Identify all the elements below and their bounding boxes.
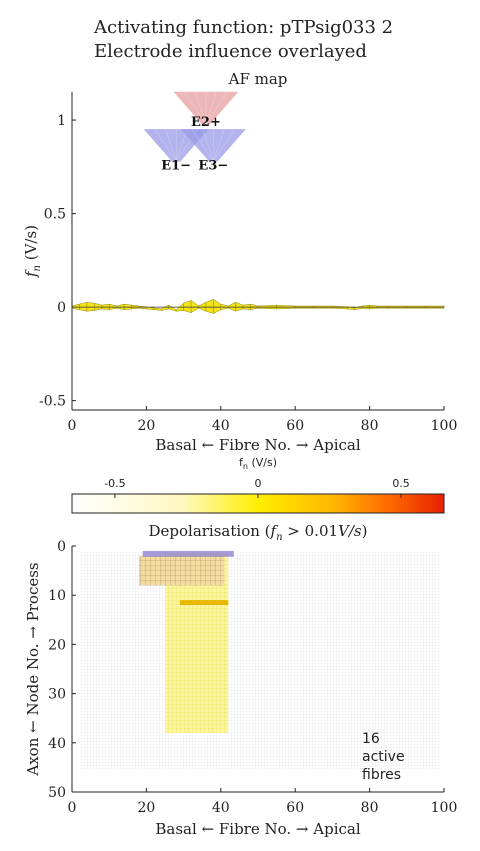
depol-ytick-label: 0 — [57, 539, 66, 555]
depol-xticks: 0 20 40 60 80 100 — [68, 788, 458, 816]
af-series-group — [71, 299, 445, 314]
af-ytick-label: 0 — [57, 300, 66, 316]
electrode-mesh-line — [213, 129, 225, 162]
electrode-label: E2+ — [191, 115, 221, 130]
af-map-xgrid: 0 20 40 60 80 100 — [68, 406, 458, 434]
af-ytick-label: 0.5 — [44, 207, 66, 223]
colorbar-tick-label: 0.5 — [392, 477, 410, 490]
af-map-ylabel: fn (V/s) — [22, 225, 43, 278]
depol-xlabel: Basal ← Fibre No. → Apical — [155, 820, 360, 838]
colorbar-ticks: -0.5 0 0.5 — [104, 477, 410, 498]
figure-subtitle: Electrode influence overlayed — [94, 41, 367, 62]
af-map-ygrid: -0.5 0 0.5 1 — [39, 113, 76, 410]
depol-xtick-label: 0 — [68, 800, 77, 816]
electrode-mesh-line — [202, 129, 214, 162]
depol-xtick-label: 60 — [286, 800, 304, 816]
electrode-mesh-line — [213, 129, 235, 162]
depolarisation-chart: Depolarisation (fn > 0.01V/s) 0 20 40 60 80 1… — [24, 522, 457, 838]
electrode-mesh-line — [205, 91, 228, 125]
electrode-label: E3− — [198, 158, 228, 173]
af-xtick-label: 20 — [137, 418, 155, 434]
af-map-xlabel: Basal ← Fibre No. → Apical — [155, 436, 360, 454]
electrode-mesh-line — [165, 129, 177, 162]
depol-ytick-label: 30 — [48, 687, 66, 703]
depol-ytick-label: 10 — [48, 588, 66, 604]
electrode-mesh-line — [191, 129, 214, 162]
af-ytick-label: 1 — [57, 113, 66, 129]
depol-xtick-label: 40 — [212, 800, 230, 816]
depol-ytick-label: 20 — [48, 637, 66, 653]
depol-marker-line — [179, 600, 229, 606]
depol-ytick-label: 40 — [48, 736, 66, 752]
figure-title: Activating function: pTPsig033 2 — [93, 17, 393, 38]
af-xtick-label: 60 — [286, 418, 304, 434]
inactive-fibre-mesh — [80, 552, 440, 770]
depol-xtick-label: 80 — [361, 800, 379, 816]
depol-xtick-label: 20 — [137, 800, 155, 816]
af-xtick-label: 100 — [431, 418, 458, 434]
colorbar: fn (V/s) -0.5 0 0.5 — [71, 456, 445, 514]
annotation-line-3: fibres — [362, 767, 401, 783]
depol-title: Depolarisation (fn > 0.01V/s) — [148, 522, 367, 543]
depol-ylabel: Axon ← Node No. → Process — [24, 562, 42, 776]
annotation-line-2: active — [362, 749, 405, 765]
electrode-mesh-line — [195, 91, 207, 125]
depol-xtick-label: 100 — [431, 800, 458, 816]
af-map-title: AF map — [228, 70, 288, 88]
hot-depolarisation-region — [138, 555, 225, 586]
electrode-mesh-line — [205, 91, 217, 125]
colorbar-tick-label: 0 — [255, 477, 262, 490]
af-xtick-label: 0 — [68, 418, 77, 434]
colorbar-label: fn (V/s) — [239, 456, 277, 471]
af-xtick-label: 80 — [361, 418, 379, 434]
annotation-line-1: 16 — [362, 731, 380, 747]
electrode-band — [142, 550, 234, 557]
electrode-label: E1− — [161, 158, 191, 173]
depol-ytick-label: 50 — [48, 785, 66, 801]
electrode-mesh-line — [184, 91, 207, 125]
active-fibres-annotation: 16 active fibres — [362, 731, 405, 783]
af-ytick-label: -0.5 — [39, 394, 66, 410]
af-map-chart: AF map -0.500.51 0 20 40 60 80 100 E2+E1− E3− … — [22, 70, 457, 454]
electrode-overlay: E2+ E1− E3− — [143, 91, 246, 173]
electrode-mesh-line — [154, 129, 177, 162]
colorbar-tick-label: -0.5 — [104, 477, 125, 490]
af-xtick-label: 40 — [212, 418, 230, 434]
electrode-mesh-line — [175, 129, 188, 162]
